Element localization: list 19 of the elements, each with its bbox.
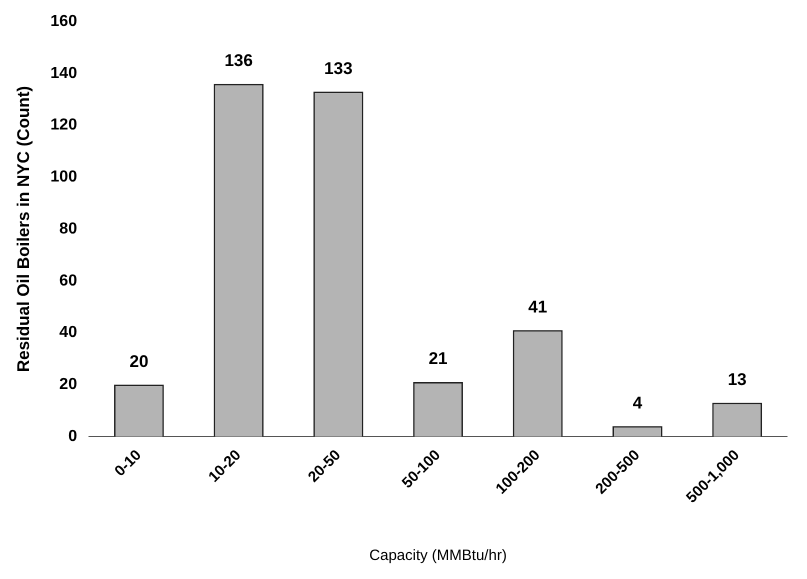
y-axis-title: Residual Oil Boilers in NYC (Count) xyxy=(14,86,33,372)
y-tick-label: 160 xyxy=(50,13,78,30)
data-label: 136 xyxy=(224,51,253,70)
data-label: 133 xyxy=(324,58,353,78)
data-label: 41 xyxy=(528,297,548,316)
x-tick-label: 0-10 xyxy=(111,446,145,480)
data-label: 20 xyxy=(129,352,148,371)
y-tick-label: 0 xyxy=(68,428,78,445)
data-label: 4 xyxy=(632,393,643,412)
x-axis-title: Capacity (MMBtu/hr) xyxy=(369,547,507,564)
y-tick-label: 20 xyxy=(59,376,78,394)
y-tick-label: 40 xyxy=(59,324,78,342)
y-tick-label: 60 xyxy=(59,272,78,290)
y-tick-label: 120 xyxy=(50,116,78,134)
y-tick-label: 80 xyxy=(59,220,78,238)
y-tick-label: 100 xyxy=(50,168,78,186)
y-tick-label: 140 xyxy=(50,64,78,82)
data-label: 21 xyxy=(428,349,448,368)
data-label: 13 xyxy=(728,370,747,389)
